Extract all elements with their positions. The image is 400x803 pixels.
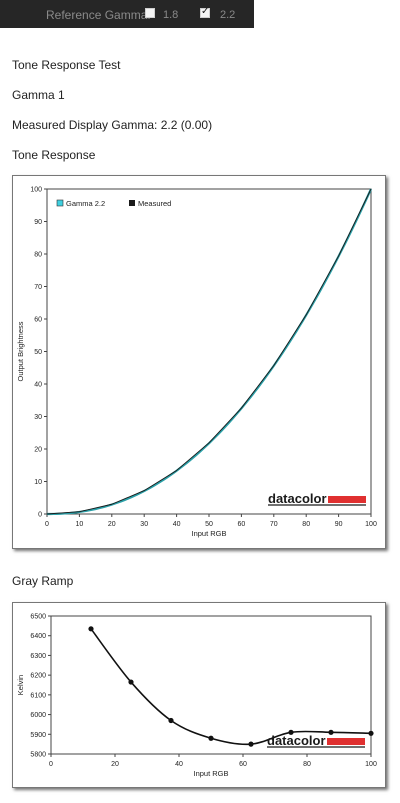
gray-ramp-point bbox=[368, 730, 374, 736]
x-tick-label: 60 bbox=[238, 521, 246, 528]
series-measured-line bbox=[46, 188, 372, 515]
gray-ramp-point bbox=[88, 626, 94, 632]
datacolor-logo-text: datacolor bbox=[267, 733, 326, 748]
y-tick-label: 50 bbox=[34, 349, 42, 356]
gray-ramp-point bbox=[288, 729, 294, 735]
x-tick-label: 0 bbox=[45, 521, 49, 528]
x-tick-label: 70 bbox=[270, 521, 278, 528]
x-tick-label: 80 bbox=[303, 761, 311, 768]
gray-ramp-point bbox=[328, 729, 334, 735]
y-tick-label: 70 bbox=[34, 284, 42, 291]
legend-measured-label: Measured bbox=[138, 199, 171, 208]
gray-ramp-point bbox=[208, 735, 214, 741]
x-tick-label: 90 bbox=[335, 521, 343, 528]
y-tick-label: 100 bbox=[30, 187, 42, 194]
gray-ramp-point bbox=[248, 741, 254, 747]
plot-area bbox=[46, 188, 372, 515]
y-tick-label: 5900 bbox=[30, 732, 46, 739]
x-axis-label: Input RGB bbox=[193, 769, 228, 778]
x-tick-label: 20 bbox=[111, 761, 119, 768]
series-gamma-2-2-line bbox=[46, 188, 373, 516]
tone-response-chart: 0 10 20 30 40 50 60 70 80 90 100 0 10 20 30 40 50 60 70 80 9… bbox=[12, 175, 386, 549]
x-tick-label: 100 bbox=[365, 761, 377, 768]
x-tick-label: 30 bbox=[140, 521, 148, 528]
legend-measured-swatch bbox=[129, 200, 135, 206]
x-tick-label: 100 bbox=[365, 521, 377, 528]
plot-area bbox=[50, 615, 372, 755]
y-tick-label: 6500 bbox=[30, 614, 46, 621]
tone-response-heading: Tone Response bbox=[12, 148, 96, 162]
measured-gamma-text: Measured Display Gamma: 2.2 (0.00) bbox=[12, 118, 213, 132]
y-axis-label: Kelvin bbox=[16, 675, 25, 695]
datacolor-logo-bar bbox=[327, 738, 365, 745]
gray-ramp-svg: 0 20 40 60 80 100 5800 5900 6000 6100 6200 6300 6400… bbox=[16, 614, 377, 779]
y-tick-label: 90 bbox=[34, 219, 42, 226]
y-tick-label: 5800 bbox=[30, 752, 46, 759]
y-tick-label: 10 bbox=[34, 479, 42, 486]
y-tick-label: 6100 bbox=[30, 692, 46, 699]
reference-gamma-toolbar: Reference Gamma: 1.8 2.2 bbox=[0, 0, 254, 28]
x-tick-label: 40 bbox=[173, 521, 181, 528]
x-tick-label: 0 bbox=[49, 761, 53, 768]
gray-ramp-heading: Gray Ramp bbox=[12, 574, 74, 588]
x-tick-label: 60 bbox=[239, 761, 247, 768]
gray-ramp-line bbox=[90, 628, 372, 746]
y-tick-label: 60 bbox=[34, 317, 42, 324]
reference-gamma-label: Reference Gamma: bbox=[46, 8, 151, 22]
y-tick-label: 6200 bbox=[30, 673, 46, 680]
x-tick-label: 40 bbox=[175, 761, 183, 768]
x-tick-label: 50 bbox=[205, 521, 213, 528]
tone-response-svg: 0 10 20 30 40 50 60 70 80 90 100 0 10 20 30 40 50 60 70 80 9… bbox=[16, 187, 377, 539]
y-tick-label: 30 bbox=[34, 414, 42, 421]
y-tick-label: 0 bbox=[38, 512, 42, 519]
profile-name: Gamma 1 bbox=[12, 88, 65, 102]
y-tick-label: 6300 bbox=[30, 653, 46, 660]
report-title: Tone Response Test bbox=[12, 58, 121, 72]
y-tick-label: 6000 bbox=[30, 712, 46, 719]
gray-ramp-point bbox=[128, 679, 134, 685]
x-tick-label: 20 bbox=[108, 521, 116, 528]
gamma-1-8-checkbox[interactable] bbox=[145, 8, 155, 18]
y-tick-label: 80 bbox=[34, 252, 42, 259]
y-tick-label: 20 bbox=[34, 447, 42, 454]
datacolor-logo-bar bbox=[328, 496, 366, 503]
legend-gamma-label: Gamma 2.2 bbox=[66, 199, 105, 208]
y-axis-label: Output Brightness bbox=[16, 321, 25, 381]
gamma-2-2-checkbox[interactable] bbox=[200, 6, 210, 18]
x-tick-label: 80 bbox=[302, 521, 310, 528]
gamma-1-8-label: 1.8 bbox=[163, 9, 179, 21]
x-axis-label: Input RGB bbox=[191, 529, 226, 538]
legend-gamma-swatch bbox=[56, 199, 64, 207]
gray-ramp-chart: 0 20 40 60 80 100 5800 5900 6000 6100 6200 6300 6400… bbox=[12, 602, 386, 788]
gray-ramp-point bbox=[168, 717, 174, 724]
y-tick-label: 40 bbox=[34, 382, 42, 389]
x-tick-label: 10 bbox=[76, 521, 84, 528]
gamma-2-2-label: 2.2 bbox=[220, 9, 236, 21]
datacolor-logo-text: datacolor bbox=[268, 491, 327, 506]
y-tick-label: 6400 bbox=[30, 633, 46, 640]
